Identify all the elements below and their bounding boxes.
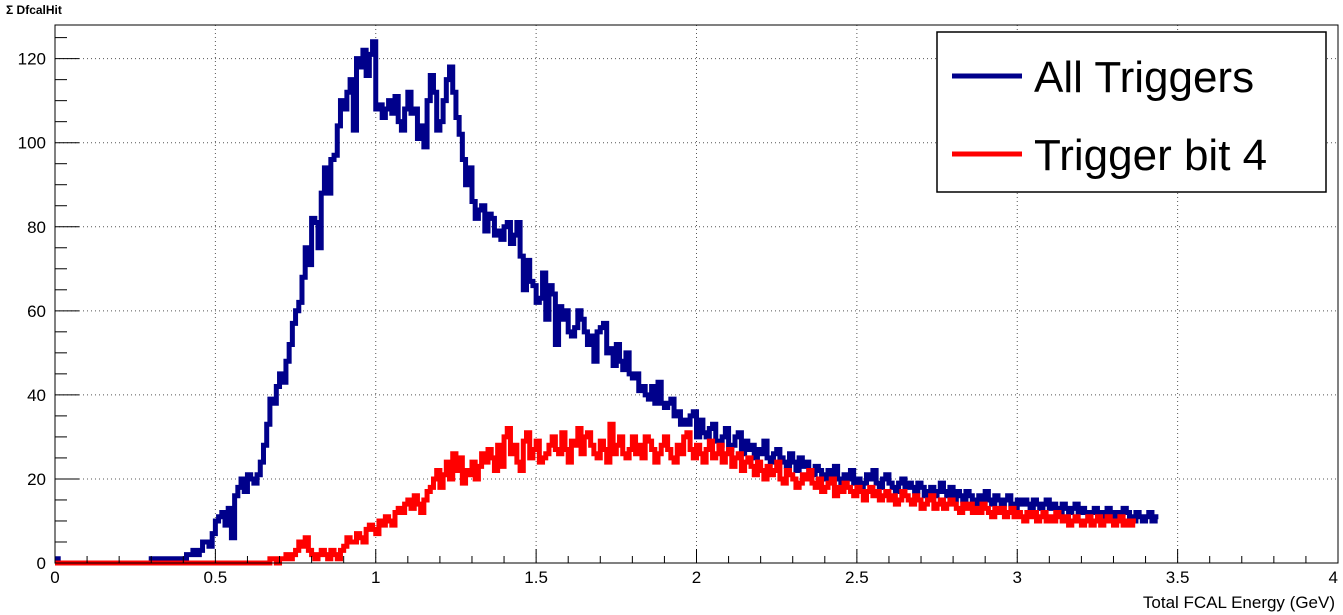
x-tick-label: 2 [692, 568, 701, 587]
y-tick-label: 40 [27, 386, 46, 405]
legend-label-trigger-bit-4: Trigger bit 4 [1034, 131, 1267, 180]
series-line-trigger-bit-4 [55, 421, 1136, 566]
y-tick-label: 100 [18, 134, 46, 153]
x-tick-label: 0 [50, 568, 59, 587]
x-tick-label: 1 [371, 568, 380, 587]
x-tick-label: 4 [1329, 568, 1338, 587]
y-tick-label: 80 [27, 218, 46, 237]
y-tick-label: 20 [27, 470, 46, 489]
x-tick-labels: 0 0.5 1 1.5 2 2.5 3 3.5 4 [50, 568, 1338, 587]
x-tick-label: 2.5 [845, 568, 869, 587]
legend: All Triggers Trigger bit 4 [936, 31, 1327, 193]
legend-box [936, 31, 1327, 193]
series-layer [55, 39, 1159, 566]
series-line-all-triggers [55, 39, 1159, 566]
x-tick-label: 3.5 [1166, 568, 1190, 587]
x-tick-label: 1.5 [524, 568, 548, 587]
x-axis-label: Total FCAL Energy (GeV) [1143, 593, 1335, 612]
y-tick-label: 120 [18, 50, 46, 69]
y-tick-label: 60 [27, 302, 46, 321]
y-tick-label: 0 [37, 554, 46, 573]
legend-label-all-triggers: All Triggers [1034, 53, 1254, 102]
x-tick-label: 0.5 [204, 568, 228, 587]
x-tick-label: 3 [1013, 568, 1022, 587]
axis-ticks [54, 37, 1339, 564]
chart-title: Σ DfcalHit [6, 3, 62, 17]
y-tick-labels: 0 20 40 60 80 100 120 [18, 50, 46, 573]
